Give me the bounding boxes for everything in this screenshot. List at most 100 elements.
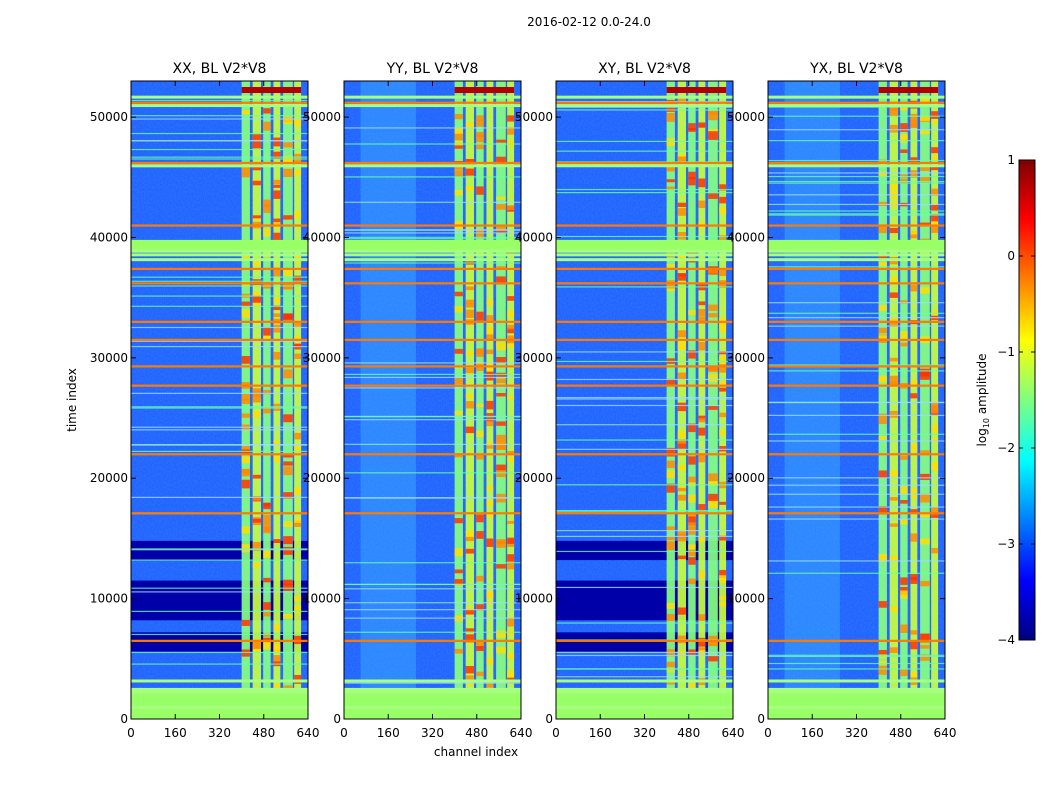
hot-spot (496, 196, 506, 200)
rfi-row (131, 326, 308, 329)
hot-spot (900, 577, 908, 585)
hot-spot (666, 447, 675, 457)
hot-spot (496, 539, 506, 548)
red-flag-row (131, 101, 308, 104)
y-tick-label: 50000 (727, 110, 765, 124)
hot-spot (486, 400, 494, 410)
hot-spot (920, 130, 930, 135)
flag-row (768, 104, 945, 108)
x-tick-label: 160 (801, 726, 824, 740)
flag-row (556, 249, 733, 253)
hot-channel-band (677, 81, 686, 719)
hot-spot (677, 208, 686, 216)
rfi-row (344, 236, 521, 238)
heatmap-haze (784, 81, 840, 719)
hot-spot (910, 393, 918, 399)
rfi-row (131, 633, 308, 636)
rfi-row (768, 662, 945, 665)
hot-spot (677, 650, 686, 656)
hot-spot (465, 286, 474, 291)
hot-spot (889, 410, 898, 418)
hot-spot (677, 96, 686, 104)
hot-spot (931, 401, 939, 407)
hot-spot (496, 229, 506, 234)
hot-spot (252, 542, 261, 552)
rfi-row (768, 477, 945, 479)
top-red-band (666, 87, 727, 94)
rfi-row (768, 213, 945, 215)
hot-spot (910, 630, 918, 635)
hot-spot (889, 357, 898, 362)
hot-spot (465, 609, 474, 615)
top-red-band (878, 87, 939, 94)
hot-spot (283, 521, 293, 528)
hot-spot (454, 648, 463, 654)
red-flag-row (131, 512, 308, 515)
flag-row (768, 690, 945, 694)
hot-spot (900, 135, 908, 144)
red-flag-row (768, 338, 945, 342)
hot-spot (507, 560, 515, 570)
hot-spot (708, 131, 718, 140)
red-flag-row (131, 639, 308, 642)
hot-spot (273, 655, 281, 663)
red-flag-row (556, 282, 733, 285)
hot-spot (454, 141, 463, 149)
hot-spot (263, 199, 271, 208)
hot-spot (666, 613, 675, 622)
hot-spot (465, 634, 474, 643)
hot-spot (476, 604, 484, 611)
hot-spot (283, 168, 293, 178)
hot-spot (507, 396, 515, 400)
hot-spot (698, 647, 706, 651)
hot-spot (486, 657, 494, 665)
hot-spot (708, 313, 718, 318)
rfi-row (768, 364, 945, 366)
hot-spot (263, 633, 271, 637)
panel-xy: XY, BL V2*V8 0 160 320 480 640 0 10000 20000 3000… (515, 61, 745, 740)
hot-spot (666, 285, 675, 292)
hot-spot (666, 681, 675, 685)
y-tick-label: 0 (757, 712, 765, 726)
hot-spot (454, 377, 463, 385)
hot-spot (931, 310, 939, 316)
hot-spot (688, 309, 696, 316)
red-flag-row (556, 161, 733, 165)
hot-spot (666, 602, 675, 609)
hot-spot (878, 335, 887, 339)
y-tick-label: 0 (120, 712, 128, 726)
hot-spot (900, 485, 908, 495)
hot-spot (931, 204, 939, 212)
hot-spot (273, 137, 281, 147)
x-axis-label: channel index (434, 745, 518, 759)
rfi-row (768, 312, 945, 314)
flag-row (556, 104, 733, 108)
rfi-row (131, 140, 308, 142)
red-flag-row (768, 512, 945, 515)
hot-spot (507, 205, 515, 210)
flag-row (344, 679, 521, 683)
hot-spot (666, 164, 675, 172)
hot-spot (910, 379, 918, 386)
colorbar: −4 −3 −2 −1 0 1 log10 amplitude (975, 153, 1036, 647)
hot-spot (878, 506, 887, 515)
heatmap-quiet-band (556, 540, 733, 561)
hot-spot (263, 204, 271, 213)
rfi-row (344, 419, 521, 421)
hot-spot (465, 536, 474, 542)
hot-spot (698, 570, 706, 579)
rfi-row (131, 340, 308, 342)
flag-row (131, 258, 308, 262)
rfi-row (768, 370, 945, 372)
rfi-row (556, 109, 733, 111)
y-tick-label: 40000 (727, 230, 765, 244)
hot-spot (931, 217, 939, 227)
hot-spot (263, 390, 271, 395)
red-flag-row (768, 365, 945, 368)
flag-row (344, 104, 521, 108)
hot-spot (666, 99, 675, 108)
hot-channel-band (666, 81, 675, 719)
hot-spot (507, 554, 515, 562)
red-flag-row (131, 338, 308, 342)
colorbar-label-prefix: log (975, 428, 989, 446)
